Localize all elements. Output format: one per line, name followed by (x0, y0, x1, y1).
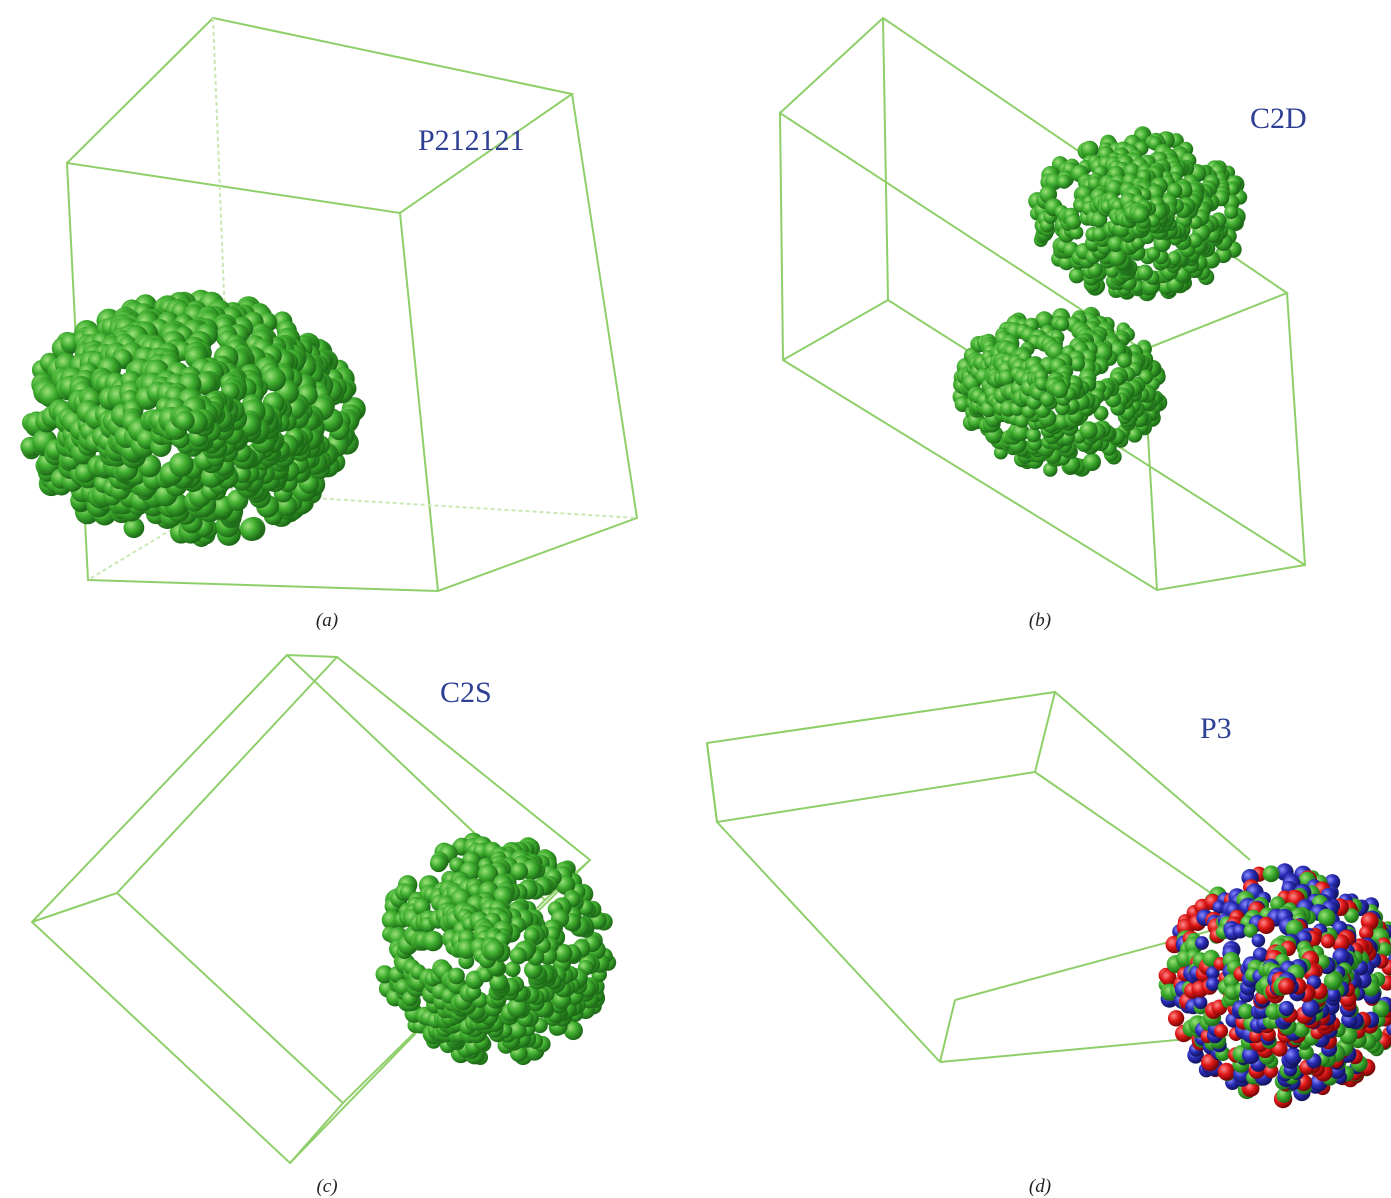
figure: P212121 C2D C2S P3 (a) (b) (c) (d) (0, 0, 1391, 1198)
atom-sphere (1083, 453, 1101, 471)
atom-sphere (1279, 1001, 1294, 1016)
atom-sphere (448, 968, 465, 985)
atom-sphere (484, 940, 505, 961)
atom-sphere (1252, 934, 1266, 948)
atom-sphere (510, 947, 527, 964)
space-group-label: P212121 (418, 124, 525, 157)
molecule-cluster (20, 290, 365, 547)
atom-sphere (1214, 1024, 1228, 1038)
atom-sphere (1321, 934, 1335, 948)
atom-sphere (1057, 175, 1071, 189)
atom-sphere (1069, 268, 1085, 284)
atom-sphere (1065, 214, 1081, 230)
atom-sphere (430, 855, 447, 872)
panel-caption: (c) (316, 1176, 337, 1197)
atom-sphere (1206, 977, 1220, 991)
molecule-cluster (1159, 863, 1391, 1108)
molecule-cluster (953, 307, 1168, 477)
atom-sphere (1055, 317, 1069, 331)
panel-caption: (b) (1029, 610, 1051, 631)
molecule-cluster (1028, 126, 1247, 301)
atom-sphere (240, 518, 263, 541)
unit-cell-b (780, 18, 1305, 590)
atom-sphere (1137, 265, 1153, 281)
space-group-label: C2S (440, 676, 492, 709)
atom-sphere (1258, 917, 1275, 934)
atom-sphere (1195, 936, 1209, 950)
atom-sphere (175, 411, 195, 431)
panel-caption: (d) (1029, 1176, 1051, 1197)
atom-sphere (1263, 865, 1280, 882)
atom-sphere (423, 931, 444, 952)
atom-sphere (1052, 382, 1069, 399)
atom-sphere (1117, 353, 1132, 368)
panel-caption: (a) (316, 610, 338, 631)
atom-sphere (1168, 1010, 1184, 1026)
atom-sphere (1194, 996, 1208, 1010)
atom-sphere (1278, 978, 1295, 995)
space-group-label: P3 (1200, 712, 1232, 745)
space-group-label: C2D (1250, 102, 1307, 135)
atom-sphere (1224, 205, 1238, 219)
atom-sphere (1132, 206, 1149, 223)
